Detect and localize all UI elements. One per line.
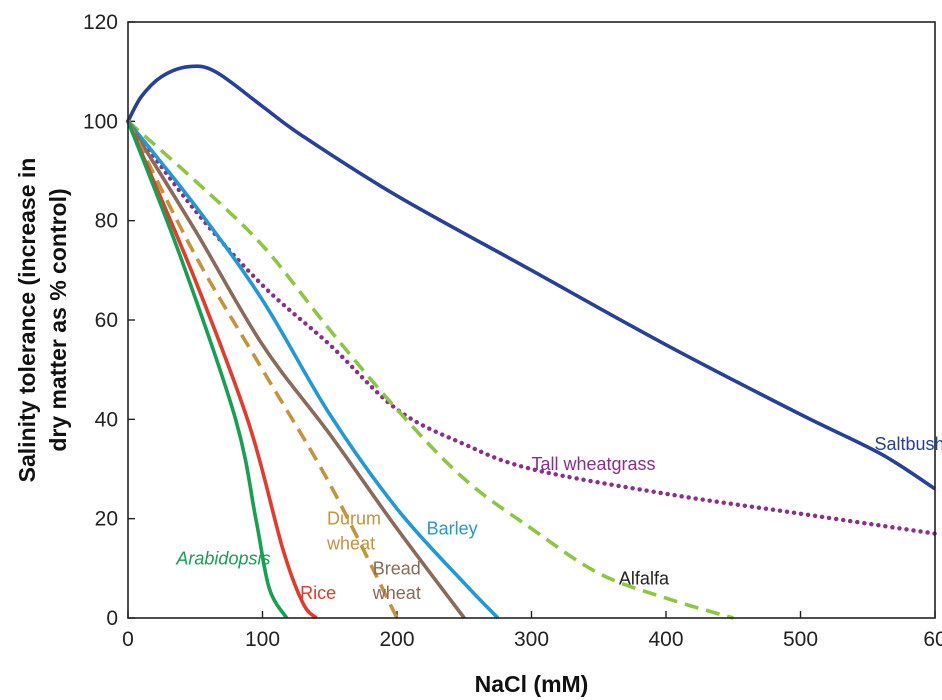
series-label-bread-wheat: wheat [372,583,421,603]
series-label-bread-wheat: Bread [373,558,421,578]
series-line-arabidopsis [126,120,289,619]
series-line-rice [126,120,318,620]
series-label-arabidopsis: Arabidopsis [175,548,270,568]
series-label-rice: Rice [300,583,336,603]
x-tick-label: 500 [783,628,818,651]
series-label-durum-wheat: wheat [326,534,375,554]
series-labels: Saltbush Tall wheatgrass Alfalfa Barley Brea… [175,434,942,603]
series-label-barley: Barley [427,519,478,539]
series-label-alfalfa: Alfalfa [619,568,670,588]
y-tick-label: 60 [95,309,118,332]
series-label-saltbush: Saltbush [874,434,942,454]
series-line-saltbush [126,64,936,491]
x-tick-label: 400 [648,628,683,651]
y-tick-label: 120 [83,11,118,34]
series-line-bread-wheat [126,120,466,620]
y-tick-label: 100 [83,110,118,133]
series-label-tall-wheatgrass: Tall wheatgrass [532,454,656,474]
y-tick-label: 80 [95,210,118,233]
y-axis-title-line1: Salinity tolerance (increase in [14,158,40,483]
x-tick-label: 300 [514,628,549,651]
x-tick-label: 200 [379,628,414,651]
x-tick-label: 100 [245,628,280,651]
x-tick-label: 60 [923,628,942,651]
series-line-barley [126,120,500,620]
x-tick-label: 0 [122,628,134,651]
y-axis-title-line2: dry matter as % control) [45,188,71,451]
series-line-durum-wheat [126,120,399,619]
y-tick-label: 40 [95,408,118,431]
y-tick-label: 0 [106,607,118,630]
series-line-tall-wheatgrass [125,119,938,536]
series-lines [125,64,938,620]
series-label-durum-wheat: Durum [327,509,381,529]
series-line-alfalfa [126,119,734,620]
y-tick-label: 20 [95,508,118,531]
plot-area [127,21,936,619]
x-axis-title: NaCl (mM) [475,671,589,697]
